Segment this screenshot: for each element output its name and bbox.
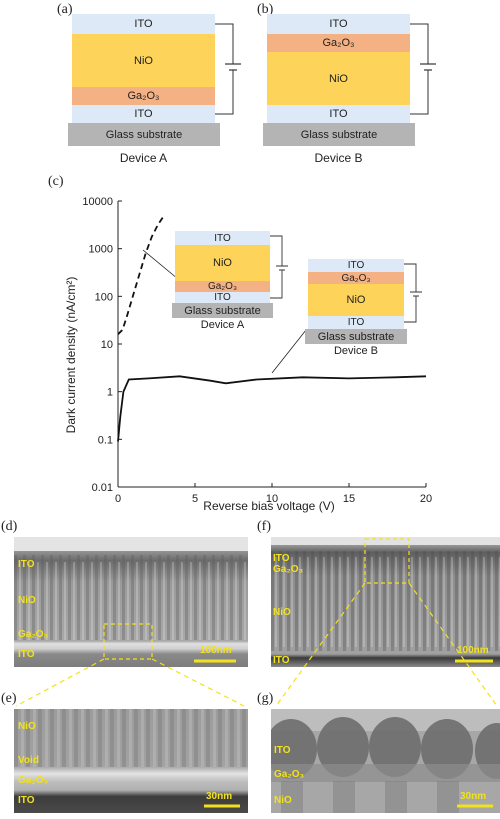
device-a-ga2o3: Ga₂O₃ (72, 87, 215, 105)
panel-label-e: (e) (1, 691, 17, 706)
y-tick-label: 10 (101, 339, 113, 351)
tem-f-label-ito-bottom: ITO (273, 655, 290, 666)
tem-d-label-nio: NiO (18, 595, 36, 606)
inset-b-ito-top: ITO (308, 259, 404, 272)
tem-e-label-ga2o3: Ga₂O₃ (18, 775, 49, 786)
inset-a-nio: NiO (175, 245, 270, 281)
inset-a-ito-bottom: ITO (175, 292, 270, 303)
tem-d-label-ga2o3: Ga₂O₃ (18, 629, 49, 640)
device-b-battery-circuit (410, 23, 436, 115)
chart-x-axis-label: Reverse bias voltage (V) (203, 499, 334, 513)
device-a-ito-top: ITO (72, 14, 215, 34)
tem-g-micrograph (271, 709, 500, 813)
panel-label-f: (f) (257, 519, 271, 534)
inset-a-ito-top: ITO (175, 231, 270, 245)
dark-current-chart: 0.01 0.1 1 10 100 1000 10000 0 5 10 15 20 Dark curr… (64, 196, 432, 513)
panel-label-d: (d) (1, 519, 18, 534)
panel-label-c: (c) (48, 174, 64, 189)
callout-device-b (271, 329, 307, 374)
x-tick-label: 20 (420, 493, 432, 505)
callout-device-a (142, 249, 179, 280)
device-b-ga2o3: Ga₂O₃ (267, 34, 410, 52)
y-tick-label: 10000 (82, 196, 113, 208)
device-b-glass-substrate: Glass substrate (263, 123, 415, 146)
tem-d-micrograph (14, 537, 248, 667)
tem-e-scale-label: 30nm (206, 791, 233, 802)
device-a-battery-circuit (215, 23, 241, 115)
tem-f-label-ga2o3: Ga₂O₃ (273, 564, 304, 575)
tem-f-scale-label: 100nm (457, 645, 489, 656)
device-a-caption: Device A (119, 151, 168, 165)
tem-image-g: ITO Ga₂O₃ NiO 30nm (271, 709, 500, 813)
device-a-glass-substrate: Glass substrate (68, 123, 220, 146)
chart-ticks: 0.01 0.1 1 10 100 1000 10000 0 5 10 15 20 (82, 196, 432, 505)
tem-image-d: ITO NiO Ga₂O₃ ITO 100nm (14, 537, 248, 667)
device-b-nio: NiO (267, 52, 410, 105)
series-line-device-a (117, 214, 165, 335)
inset-b-ga2o3: Ga₂O₃ (308, 272, 404, 284)
y-tick-label: 1000 (89, 244, 113, 256)
tem-d-label-ito-bottom: ITO (18, 649, 35, 660)
device-a-nio: NiO (72, 34, 215, 87)
tem-e-label-nio: NiO (18, 721, 36, 732)
tem-g-label-ga2o3: Ga₂O₃ (274, 769, 305, 780)
inset-b-glass: Glass substrate (305, 329, 407, 344)
x-tick-label: 0 (115, 493, 121, 505)
tem-e-micrograph (14, 709, 248, 813)
tem-g-scale-label: 30nm (460, 791, 487, 802)
inset-a-ga2o3: Ga₂O₃ (175, 281, 270, 292)
device-b-ito-top: ITO (267, 14, 410, 34)
inset-b-ito-bottom: ITO (308, 316, 404, 329)
panel-label-a: (a) (57, 2, 73, 17)
chart-y-axis-label: Dark current density (nA/cm²) (64, 277, 78, 434)
tem-f-label-ito-top: ITO (273, 553, 290, 564)
tem-image-f: ITO Ga₂O₃ NiO ITO 100nm (271, 537, 500, 667)
tem-g-label-ito: ITO (274, 745, 291, 756)
panel-label-b: (b) (257, 2, 274, 17)
device-a-ito-bottom: ITO (72, 105, 215, 123)
tem-e-label-void: Void (18, 755, 39, 766)
inset-b-nio: NiO (308, 284, 404, 316)
device-b-caption: Device B (314, 151, 363, 165)
tem-d-scale-label: 100nm (200, 645, 232, 656)
x-tick-label: 10 (266, 493, 278, 505)
y-tick-label: 0.01 (92, 482, 113, 494)
x-tick-label: 15 (343, 493, 355, 505)
tem-image-e: NiO Void Ga₂O₃ ITO 30nm (14, 709, 248, 813)
panel-label-g: (g) (257, 691, 274, 706)
chart-series (117, 214, 427, 442)
series-line-device-b (117, 375, 427, 442)
y-tick-label: 0.1 (98, 434, 113, 446)
inset-a-glass: Glass substrate (172, 303, 273, 318)
y-tick-label: 1 (107, 387, 113, 399)
inset-b-battery (404, 263, 422, 323)
tem-f-label-nio: NiO (273, 607, 291, 618)
tem-d-label-ito-top: ITO (18, 559, 35, 570)
x-tick-label: 5 (192, 493, 198, 505)
device-b-ito-bottom: ITO (267, 105, 410, 123)
y-tick-label: 100 (95, 291, 113, 303)
tem-e-label-ito: ITO (18, 795, 35, 806)
inset-a-caption: Device A (200, 319, 245, 331)
inset-a-battery (270, 235, 288, 299)
tem-g-label-nio: NiO (274, 795, 292, 806)
inset-b-caption: Device B (333, 345, 379, 357)
